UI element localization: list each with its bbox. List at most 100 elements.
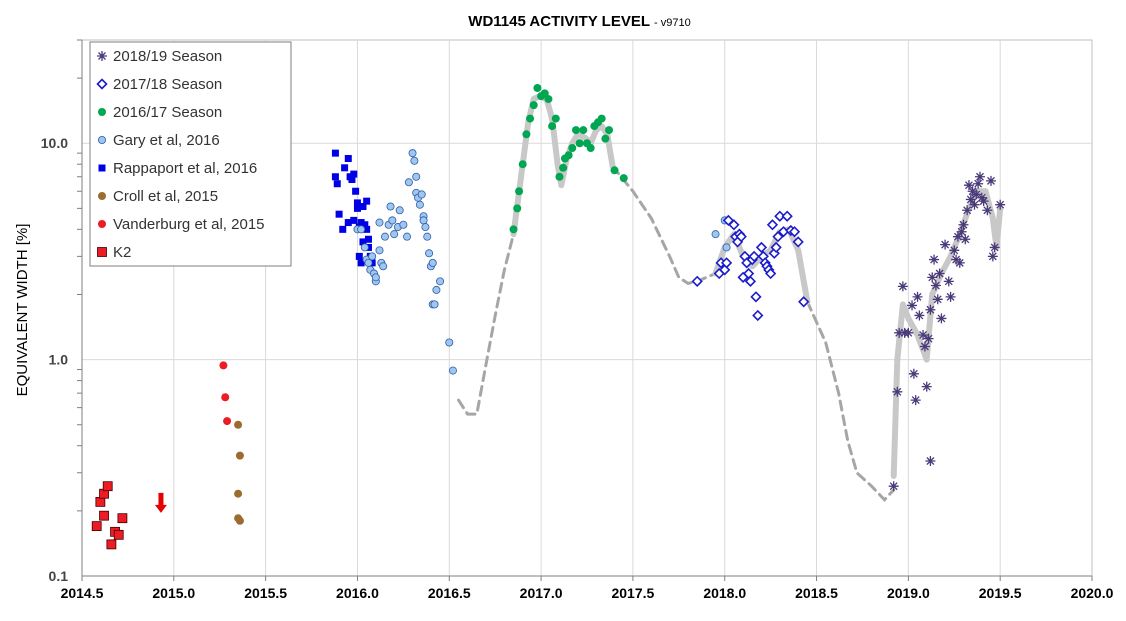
data-point-croll-et-al-2015 (234, 489, 243, 498)
data-point-2016-17-season (513, 204, 522, 213)
data-point-2016-17-season (559, 163, 568, 172)
data-point-2018-19-season (982, 205, 993, 216)
data-point-rappaport-et-al-2016 (352, 187, 360, 195)
data-point-2016-17-season (571, 126, 580, 135)
data-point-gary-et-al-2016 (421, 223, 430, 232)
chart-title: WD1145 ACTIVITY LEVEL (468, 13, 650, 30)
legend-label: K2 (113, 244, 131, 261)
data-point-2018-19-season (978, 196, 989, 207)
data-point-2018-19-season (932, 294, 943, 305)
legend-marker (98, 220, 106, 228)
data-point-2018-19-season (995, 199, 1006, 210)
data-point-2018-19-season (921, 381, 932, 392)
data-point-2018-19-season (976, 192, 987, 203)
legend-box (89, 41, 292, 267)
data-point-2018-19-season (940, 239, 951, 250)
data-point-gary-et-al-2016 (432, 285, 441, 294)
data-point-gary-et-al-2016 (360, 243, 369, 252)
data-point-2016-17-season (601, 134, 610, 143)
data-point-2018-19-season (969, 199, 980, 210)
data-point-2016-17-season (526, 114, 535, 123)
x-tick-label: 2016.5 (428, 585, 471, 601)
y-tick-label: 0.1 (49, 568, 69, 584)
data-point-rappaport-et-al-2016 (331, 173, 339, 181)
data-point-gary-et-al-2016 (408, 149, 417, 158)
data-point-2018-19-season (989, 242, 1000, 253)
data-point-gary-et-al-2016 (412, 172, 421, 181)
data-point-croll-et-al-2015 (235, 451, 244, 460)
data-point-2018-19-season (925, 455, 936, 466)
data-point-2016-17-season (605, 126, 614, 135)
data-point-2017-18-season (798, 296, 810, 308)
data-point-k2 (99, 510, 109, 521)
legend-label: Gary et al, 2016 (113, 132, 220, 149)
legend-label: 2017/18 Season (113, 76, 222, 93)
y-tick-label: 10.0 (41, 135, 68, 151)
data-point-2017-18-season (728, 219, 740, 231)
data-point-rappaport-et-al-2016 (333, 180, 341, 188)
data-point-rappaport-et-al-2016 (353, 199, 361, 207)
data-point-rappaport-et-al-2016 (350, 216, 358, 224)
legend-marker (97, 247, 107, 257)
data-point-gary-et-al-2016 (423, 232, 432, 241)
data-point-rappaport-et-al-2016 (335, 210, 343, 218)
data-point-2018-19-season (903, 327, 914, 338)
data-point-gary-et-al-2016 (368, 252, 377, 261)
data-point-gary-et-al-2016 (357, 225, 366, 234)
data-point-gary-et-al-2016 (375, 218, 384, 227)
data-point-gary-et-al-2016 (410, 156, 419, 165)
data-point-gary-et-al-2016 (379, 262, 388, 271)
data-point-2018-19-season (892, 386, 903, 397)
data-point-2017-18-season (720, 257, 733, 269)
data-point-2017-18-season (788, 226, 801, 238)
data-point-2018-19-season (907, 300, 918, 311)
data-point-gary-et-al-2016 (711, 230, 720, 239)
x-tick-label: 2016.0 (336, 585, 379, 601)
data-point-2018-19-season (974, 171, 985, 182)
data-point-2016-17-season (619, 174, 628, 183)
data-point-gary-et-al-2016 (403, 232, 412, 241)
data-point-vanderburg-et-al-2015 (223, 417, 232, 426)
data-point-k2 (91, 521, 102, 532)
data-point-2018-19-season (973, 178, 984, 189)
data-point-2018-19-season (908, 368, 919, 379)
data-point-2018-19-season (914, 310, 925, 321)
data-point-2016-17-season (522, 130, 531, 139)
data-point-2016-17-season (533, 84, 542, 93)
data-point-rappaport-et-al-2016 (344, 155, 352, 163)
data-point-rappaport-et-al-2016 (364, 235, 372, 243)
x-tick-label: 2017.5 (611, 585, 654, 601)
data-point-2018-19-season (958, 219, 969, 230)
data-point-2018-19-season (945, 291, 956, 302)
x-tick-label: 2019.0 (887, 585, 930, 601)
data-point-rappaport-et-al-2016 (331, 149, 339, 157)
data-point-rappaport-et-al-2016 (363, 197, 371, 205)
legend-marker (96, 78, 108, 90)
trend-dashed-line (805, 300, 896, 502)
data-point-2018-19-season (925, 304, 936, 315)
data-point-gary-et-al-2016 (428, 258, 437, 267)
x-tick-label: 2014.5 (61, 585, 104, 601)
data-point-rappaport-et-al-2016 (341, 164, 349, 172)
data-point-gary-et-al-2016 (380, 232, 389, 241)
data-point-rappaport-et-al-2016 (350, 170, 358, 178)
data-point-rappaport-et-al-2016 (357, 219, 365, 227)
data-point-2016-17-season (586, 144, 595, 153)
data-point-rappaport-et-al-2016 (359, 203, 367, 211)
legend-label: Rappaport et al, 2016 (113, 160, 257, 177)
data-point-vanderburg-et-al-2015 (221, 393, 230, 402)
data-point-2017-18-season (744, 275, 757, 287)
data-point-gary-et-al-2016 (417, 190, 426, 199)
y-axis-label: EQUIVALENT WIDTH [%] (14, 224, 31, 397)
data-point-2017-18-season (766, 219, 779, 231)
upper-limit-arrow (154, 492, 167, 513)
data-point-gary-et-al-2016 (395, 206, 404, 215)
data-point-2018-19-season (962, 205, 973, 216)
data-point-gary-et-al-2016 (419, 216, 428, 225)
data-point-k2 (117, 513, 128, 524)
data-point-2018-19-season (936, 313, 947, 324)
data-point-2018-19-season (949, 245, 960, 256)
data-point-rappaport-et-al-2016 (359, 238, 367, 246)
data-point-2017-18-season (691, 275, 703, 287)
data-point-2016-17-season (564, 151, 573, 160)
